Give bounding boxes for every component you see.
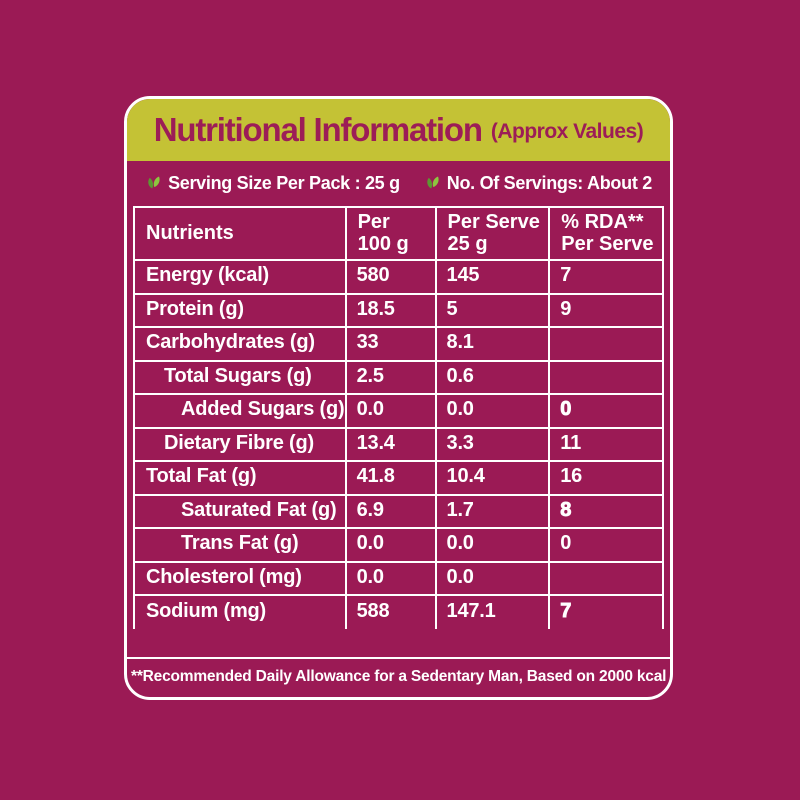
nutrient-name: Dietary Fibre (g) [133, 426, 347, 462]
table-row: Carbohydrates (g) 33 8.1 [133, 326, 664, 362]
per-serve-value: 10.4 [434, 460, 551, 496]
nutrient-name: Carbohydrates (g) [133, 326, 347, 362]
per-100g-value: 33 [344, 326, 437, 362]
page-title: Nutritional Information [153, 111, 483, 148]
column-header-label: Per Serve [561, 232, 654, 255]
nutrient-name: Total Sugars (g) [133, 359, 347, 395]
nutrient-name: Trans Fat (g) [133, 527, 347, 563]
column-header-label: Per [357, 210, 390, 233]
rda-percent-value: 9 [548, 292, 664, 328]
nutrient-name: Cholesterol (mg) [133, 560, 347, 596]
rda-percent-value [548, 326, 664, 362]
column-header-per-100g: Per 100 g [344, 206, 437, 261]
per-serve-value: 145 [434, 259, 551, 295]
column-header-rda: % RDA** Per Serve [548, 206, 664, 261]
nutrient-name: Protein (g) [133, 292, 347, 328]
column-header-per-serve: Per Serve 25 g [434, 206, 551, 261]
table-row: Dietary Fibre (g) 13.4 3.3 11 [133, 426, 664, 462]
rda-percent-value: 0 [548, 393, 664, 429]
serving-info-bar: Serving Size Per Pack : 25 g No. Of Serv… [127, 161, 670, 206]
per-100g-value: 0.0 [344, 393, 437, 429]
serving-size-label: Serving Size Per Pack : 25 g [168, 173, 400, 193]
table-row: Added Sugars (g) 0.0 0.0 0 [133, 393, 664, 429]
table-row: Sodium (mg) 588 147.1 7 [133, 594, 664, 629]
table-row: Total Sugars (g) 2.5 0.6 [133, 359, 664, 395]
nutrient-name: Energy (kcal) [133, 259, 347, 295]
rda-percent-value: 0 [548, 527, 664, 563]
leaf-icon [427, 176, 439, 189]
per-serve-value: 0.0 [434, 560, 551, 596]
nutrition-panel: Nutritional Information (Approx Values) … [124, 96, 673, 700]
table-header-row: Nutrients Per 100 g Per Serve 25 g % RDA… [133, 206, 664, 261]
rda-footnote: **Recommended Daily Allowance for a Sede… [127, 657, 670, 697]
nutrient-name: Added Sugars (g) [133, 393, 347, 429]
title-bar: Nutritional Information (Approx Values) [127, 99, 670, 161]
column-header-label: Per Serve [447, 210, 540, 233]
per-serve-value: 0.0 [434, 527, 551, 563]
per-100g-value: 588 [344, 594, 437, 629]
nutrient-name: Total Fat (g) [133, 460, 347, 496]
column-header-label: Nutrients [146, 221, 234, 244]
servings-count-item: No. Of Servings: About 2 [424, 173, 652, 194]
per-serve-value: 1.7 [434, 493, 551, 529]
per-serve-value: 5 [434, 292, 551, 328]
per-serve-value: 147.1 [434, 594, 551, 629]
per-100g-value: 18.5 [344, 292, 437, 328]
table-row: Cholesterol (mg) 0.0 0.0 [133, 560, 664, 596]
column-header-label: 25 g [447, 232, 488, 255]
rda-percent-value [548, 359, 664, 395]
serving-size-item: Serving Size Per Pack : 25 g [145, 173, 400, 194]
per-100g-value: 6.9 [344, 493, 437, 529]
table-row: Total Fat (g) 41.8 10.4 16 [133, 460, 664, 496]
table-row: Saturated Fat (g) 6.9 1.7 8 [133, 493, 664, 529]
rda-percent-value: 8 [548, 493, 664, 529]
per-100g-value: 41.8 [344, 460, 437, 496]
nutrition-table: Nutrients Per 100 g Per Serve 25 g % RDA… [133, 206, 664, 629]
rda-percent-value [548, 560, 664, 596]
per-100g-value: 0.0 [344, 527, 437, 563]
per-100g-value: 580 [344, 259, 437, 295]
rda-percent-value: 7 [548, 594, 664, 629]
per-serve-value: 8.1 [434, 326, 551, 362]
nutrient-name: Sodium (mg) [133, 594, 347, 629]
rda-percent-value: 16 [548, 460, 664, 496]
nutrient-name: Saturated Fat (g) [133, 493, 347, 529]
per-serve-value: 0.6 [434, 359, 551, 395]
per-100g-value: 0.0 [344, 560, 437, 596]
column-header-label: % RDA** [561, 210, 644, 233]
table-row: Trans Fat (g) 0.0 0.0 0 [133, 527, 664, 563]
servings-count-label: No. Of Servings: About 2 [446, 173, 652, 193]
per-serve-value: 0.0 [434, 393, 551, 429]
per-100g-value: 2.5 [344, 359, 437, 395]
table-body: Energy (kcal) 580 145 7 Protein (g) 18.5 5 9 Car… [133, 259, 664, 629]
per-100g-value: 13.4 [344, 426, 437, 462]
per-serve-value: 3.3 [434, 426, 551, 462]
column-header-label: 100 g [357, 232, 409, 255]
rda-percent-value: 7 [548, 259, 664, 295]
column-header-nutrients: Nutrients [133, 206, 347, 261]
table-row: Protein (g) 18.5 5 9 [133, 292, 664, 328]
table-row: Energy (kcal) 580 145 7 [133, 259, 664, 295]
page-title-suffix: (Approx Values) [490, 120, 644, 143]
leaf-icon [148, 176, 160, 189]
rda-percent-value: 11 [548, 426, 664, 462]
